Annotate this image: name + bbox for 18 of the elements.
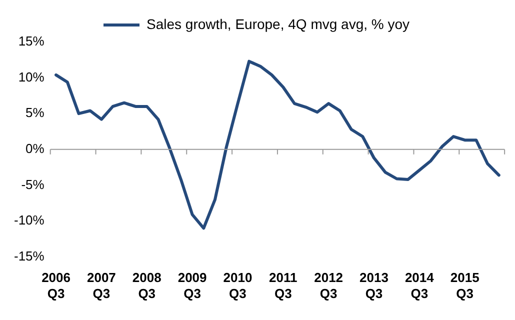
x-tick-label: 2010 Q3 (223, 270, 252, 301)
y-tick-label: 15% (18, 34, 45, 49)
x-tick-label: 2012 Q3 (314, 270, 344, 301)
x-tick-label: 2008 Q3 (132, 270, 162, 301)
y-tick-label: -15% (14, 248, 45, 264)
x-tick-label: 2009 Q3 (178, 270, 207, 301)
x-tick-label: 2011 Q3 (269, 270, 298, 301)
y-tick-label: -10% (14, 212, 45, 228)
x-tick-label: 2007 Q3 (86, 270, 116, 301)
y-tick-label: -5% (21, 176, 45, 192)
legend-label: Sales growth, Europe, 4Q mvg avg, % yoy (146, 16, 410, 32)
y-tick-label: 10% (18, 69, 45, 84)
y-tick-label: 5% (26, 105, 45, 120)
x-tick-label: 2014 Q3 (404, 270, 435, 301)
y-tick-label: 0% (26, 140, 45, 156)
x-tick-label: 2013 Q3 (360, 270, 388, 301)
x-tick-label: 2015 Q3 (450, 270, 480, 301)
x-tick-label: 2006 Q3 (42, 270, 70, 301)
